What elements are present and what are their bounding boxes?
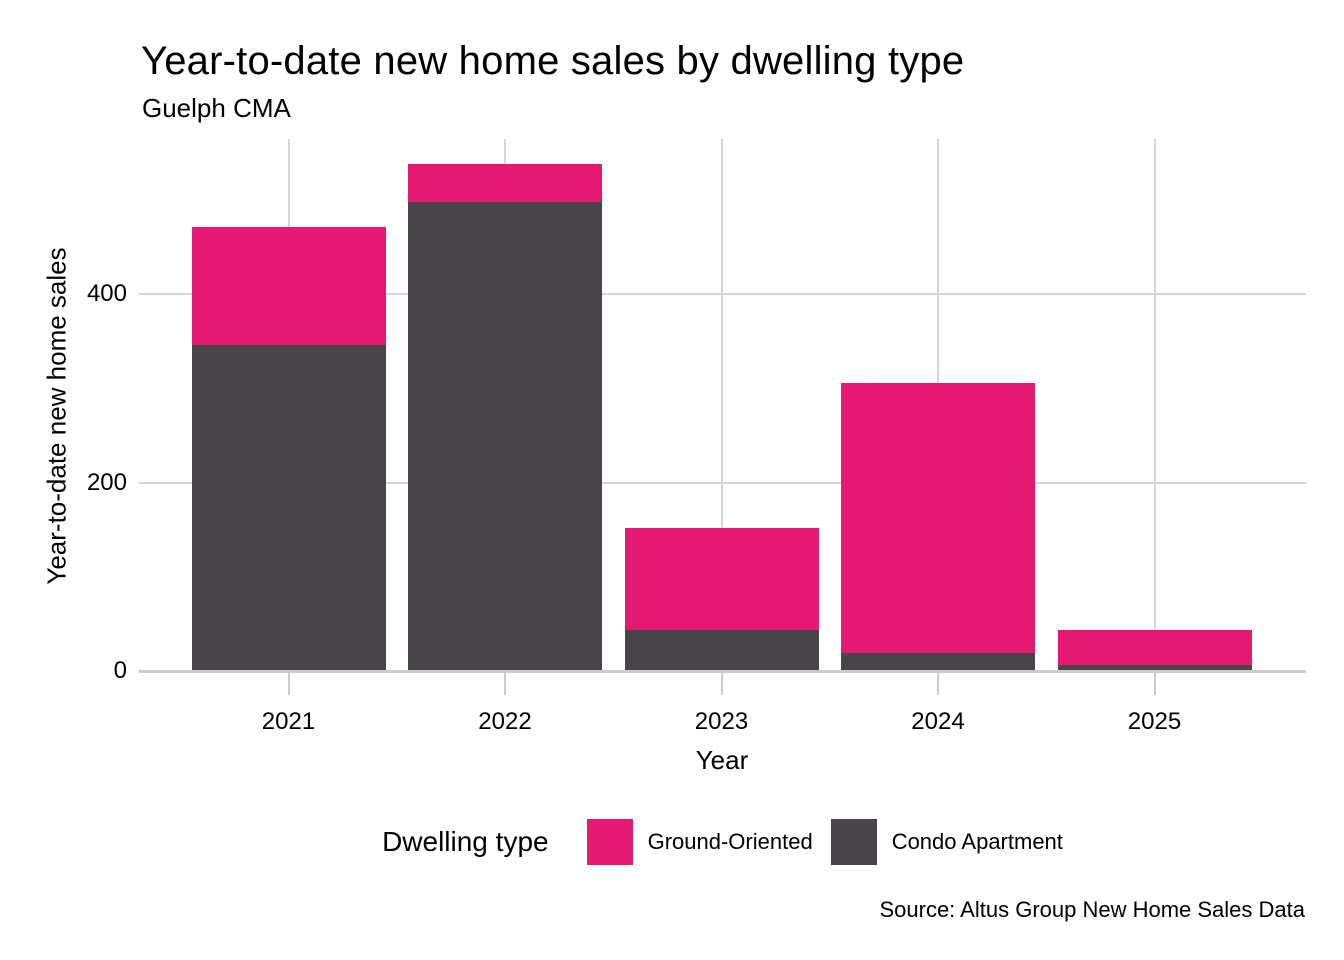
x-axis-tick: [720, 673, 723, 695]
x-tick-label-2023: 2023: [694, 708, 749, 735]
y-tick-label: 200: [86, 468, 127, 496]
x-axis-line: [139, 670, 1306, 673]
x-axis-title: Year: [695, 745, 749, 775]
legend-label-ground-oriented: Ground-Oriented: [647, 829, 813, 854]
bar-2024-ground-oriented: [841, 382, 1035, 654]
y-tick-label: 400: [86, 280, 127, 307]
x-tick-label-2021: 2021: [261, 708, 316, 735]
y-tick-label: 0: [113, 657, 127, 684]
x-axis-tick: [1153, 673, 1156, 695]
bar-2023-condo-apartment: [624, 629, 819, 671]
legend-swatch-ground-oriented: [586, 819, 633, 865]
legend-item-ground-oriented: Ground-Oriented: [586, 819, 813, 865]
bar-2021-ground-oriented: [191, 227, 386, 345]
legend-items: Ground-Oriented Condo Apartment: [569, 819, 1063, 865]
bar-2023-ground-oriented: [624, 527, 819, 630]
x-axis-tick: [287, 673, 290, 695]
source-note: Source: Altus Group New Home Sales Data: [879, 897, 1305, 922]
x-tick-label-2022: 2022: [478, 708, 532, 735]
chart-subtitle: Guelph CMA: [142, 93, 291, 123]
x-tick-label-2024: 2024: [911, 708, 965, 735]
legend-swatch-condo-apartment: [830, 819, 877, 865]
x-axis-tick: [937, 673, 939, 695]
bar-2021-condo-apartment: [191, 344, 386, 671]
legend: Dwelling type Ground-Oriented Condo Apart…: [139, 816, 1306, 868]
chart-title: Year-to-date new home sales by dwelling …: [141, 39, 965, 83]
bar-2025-ground-oriented: [1057, 629, 1252, 666]
gridline-horizontal: [139, 481, 1306, 484]
gridline-vertical: [1153, 139, 1156, 671]
legend-label-condo-apartment: Condo Apartment: [891, 829, 1063, 854]
gridline-vertical: [720, 139, 723, 671]
gridline-horizontal: [139, 293, 1306, 295]
legend-title: Dwelling type: [382, 826, 549, 857]
bar-2022-condo-apartment: [408, 201, 602, 671]
bar-2024-condo-apartment: [841, 653, 1035, 671]
legend-item-condo-apartment: Condo Apartment: [830, 819, 1063, 865]
bar-2022-ground-oriented: [408, 163, 602, 202]
x-axis-tick: [504, 673, 506, 695]
x-tick-label-2025: 2025: [1127, 708, 1182, 735]
bar-2025-condo-apartment: [1057, 665, 1252, 671]
